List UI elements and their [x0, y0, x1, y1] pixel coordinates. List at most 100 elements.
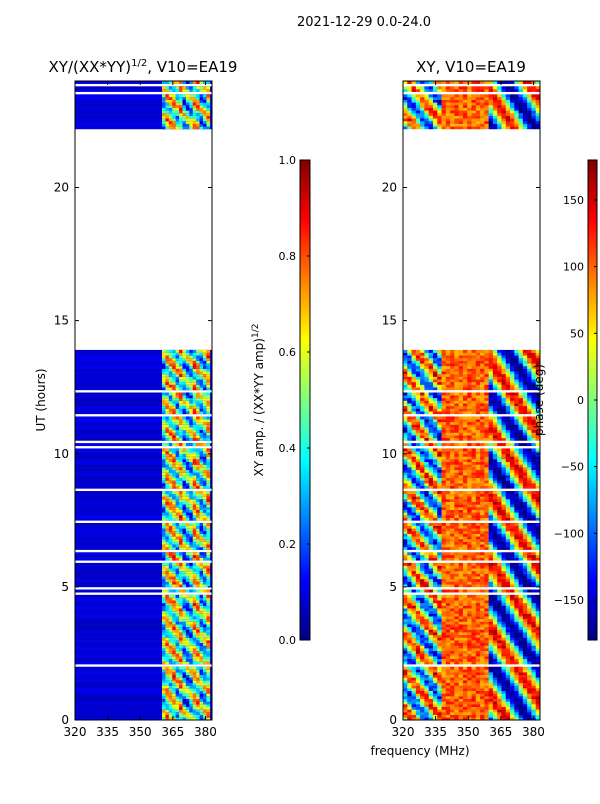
amp-cell [162, 86, 166, 89]
amp-cell [176, 126, 180, 129]
phase-cell [459, 528, 464, 531]
amp-cell [172, 685, 176, 688]
phase-cell [433, 667, 438, 670]
phase-cell [497, 680, 502, 683]
phase-cell [514, 659, 519, 662]
phase-cell [472, 614, 477, 617]
amp-cell [200, 675, 204, 678]
amp-cell [172, 353, 176, 356]
amp-cell [193, 568, 197, 571]
phase-cell [476, 707, 481, 710]
amp-cell [206, 406, 210, 409]
phase-cell [420, 595, 425, 598]
phase-cell [420, 651, 425, 654]
phase-cell [531, 661, 536, 664]
phase-cell [476, 507, 481, 510]
phase-cell [484, 653, 489, 656]
phase-cell [433, 515, 438, 518]
phase-cell [407, 645, 412, 648]
phase-cell [442, 648, 447, 651]
amp-cell [200, 369, 204, 372]
phase-cell [514, 709, 519, 712]
phase-cell [519, 512, 524, 515]
amp-cell [200, 443, 204, 446]
phase-cell [424, 656, 429, 659]
phase-cell [514, 526, 519, 529]
phase-cell [514, 531, 519, 534]
amp-cell [206, 374, 210, 377]
amp-cell [172, 704, 176, 707]
phase-cell [424, 515, 429, 518]
amp-cell [165, 590, 169, 593]
phase-cell [437, 616, 442, 619]
phase-cell [467, 608, 472, 611]
phase-cell [506, 699, 511, 702]
amp-cell [189, 408, 193, 411]
phase-cell [450, 534, 455, 537]
amp-cell [186, 462, 190, 465]
amp-cell [176, 656, 180, 659]
amp-cell [186, 606, 190, 609]
phase-cell [472, 568, 477, 571]
phase-cell [519, 709, 524, 712]
phase-cell [459, 606, 464, 609]
phase-cell [514, 544, 519, 547]
phase-cell [454, 502, 459, 505]
amp-cell [200, 371, 204, 374]
phase-cell [501, 566, 506, 569]
phase-cell [519, 595, 524, 598]
phase-cell [501, 659, 506, 662]
amp-cell [182, 600, 186, 603]
phase-cell [403, 629, 408, 632]
amp-cell [193, 715, 197, 718]
amp-cell [203, 456, 207, 459]
phase-cell [506, 629, 511, 632]
amp-cell [196, 94, 200, 97]
amp-cell [186, 669, 190, 672]
amp-cell [200, 701, 204, 704]
amp-cell [179, 579, 183, 582]
amp-cell [203, 430, 207, 433]
amp-cell [162, 432, 166, 435]
amp-cell [162, 355, 166, 358]
amp-cell [200, 672, 204, 675]
amp-cell [203, 627, 207, 630]
amp-cell [189, 430, 193, 433]
amp-cell [206, 571, 210, 574]
phase-cell [531, 502, 536, 505]
amp-cell [196, 459, 200, 462]
amp-cell [196, 704, 200, 707]
phase-cell [489, 480, 494, 483]
phase-cell [446, 677, 451, 680]
amp-cell [179, 395, 183, 398]
phase-cell [412, 603, 417, 606]
amp-cell [206, 651, 210, 654]
amp-cell [189, 393, 193, 396]
phase-cell [480, 475, 485, 478]
phase-cell [480, 704, 485, 707]
phase-cell [429, 544, 434, 547]
phase-cell [454, 685, 459, 688]
phase-cell [403, 496, 408, 499]
amp-cell [200, 536, 204, 539]
amp-cell [179, 651, 183, 654]
phase-cell [519, 496, 524, 499]
phase-cell [420, 494, 425, 497]
phase-cell [519, 611, 524, 614]
phase-cell [489, 574, 494, 577]
amp-cell [169, 590, 173, 593]
phase-cell [472, 680, 477, 683]
phase-cell [416, 496, 421, 499]
amp-cell [172, 699, 176, 702]
phase-cell [484, 688, 489, 691]
amp-cell [182, 510, 186, 513]
amp-cell [196, 688, 200, 691]
phase-cell [433, 475, 438, 478]
amp-cell [172, 614, 176, 617]
amp-cell [186, 89, 190, 92]
phase-cell [519, 669, 524, 672]
phase-cell [510, 632, 515, 635]
amp-cell [196, 377, 200, 380]
phase-cell [412, 539, 417, 542]
phase-cell [514, 571, 519, 574]
